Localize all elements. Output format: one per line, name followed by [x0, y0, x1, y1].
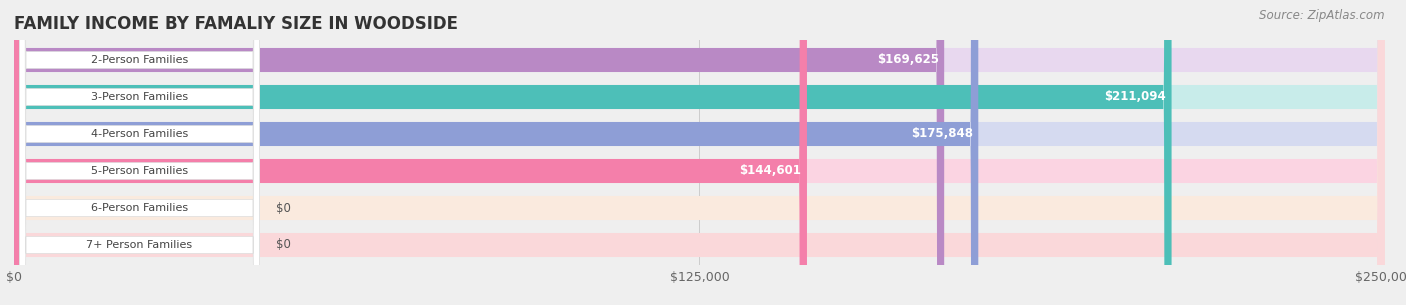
- Text: 3-Person Families: 3-Person Families: [91, 92, 188, 102]
- Text: 4-Person Families: 4-Person Families: [91, 129, 188, 139]
- Text: 7+ Person Families: 7+ Person Families: [86, 240, 193, 250]
- FancyBboxPatch shape: [14, 0, 1171, 305]
- Text: $211,094: $211,094: [1104, 91, 1166, 103]
- FancyBboxPatch shape: [14, 0, 1385, 305]
- Text: 5-Person Families: 5-Person Families: [91, 166, 188, 176]
- FancyBboxPatch shape: [20, 0, 260, 305]
- FancyBboxPatch shape: [20, 0, 260, 305]
- Text: FAMILY INCOME BY FAMALIY SIZE IN WOODSIDE: FAMILY INCOME BY FAMALIY SIZE IN WOODSID…: [14, 15, 458, 33]
- FancyBboxPatch shape: [20, 0, 260, 305]
- FancyBboxPatch shape: [14, 0, 1385, 305]
- FancyBboxPatch shape: [14, 0, 1385, 305]
- Text: 2-Person Families: 2-Person Families: [91, 55, 188, 65]
- Text: $144,601: $144,601: [740, 164, 801, 178]
- Text: $169,625: $169,625: [877, 53, 939, 66]
- Text: $0: $0: [276, 239, 291, 252]
- FancyBboxPatch shape: [14, 0, 1385, 305]
- Text: $0: $0: [276, 202, 291, 214]
- Text: Source: ZipAtlas.com: Source: ZipAtlas.com: [1260, 9, 1385, 22]
- FancyBboxPatch shape: [14, 0, 1385, 305]
- Text: $175,848: $175,848: [911, 127, 973, 141]
- FancyBboxPatch shape: [14, 0, 807, 305]
- FancyBboxPatch shape: [14, 0, 979, 305]
- FancyBboxPatch shape: [20, 0, 260, 305]
- FancyBboxPatch shape: [20, 0, 260, 305]
- FancyBboxPatch shape: [14, 0, 1385, 305]
- Text: 6-Person Families: 6-Person Families: [91, 203, 188, 213]
- FancyBboxPatch shape: [20, 0, 260, 305]
- FancyBboxPatch shape: [14, 0, 945, 305]
